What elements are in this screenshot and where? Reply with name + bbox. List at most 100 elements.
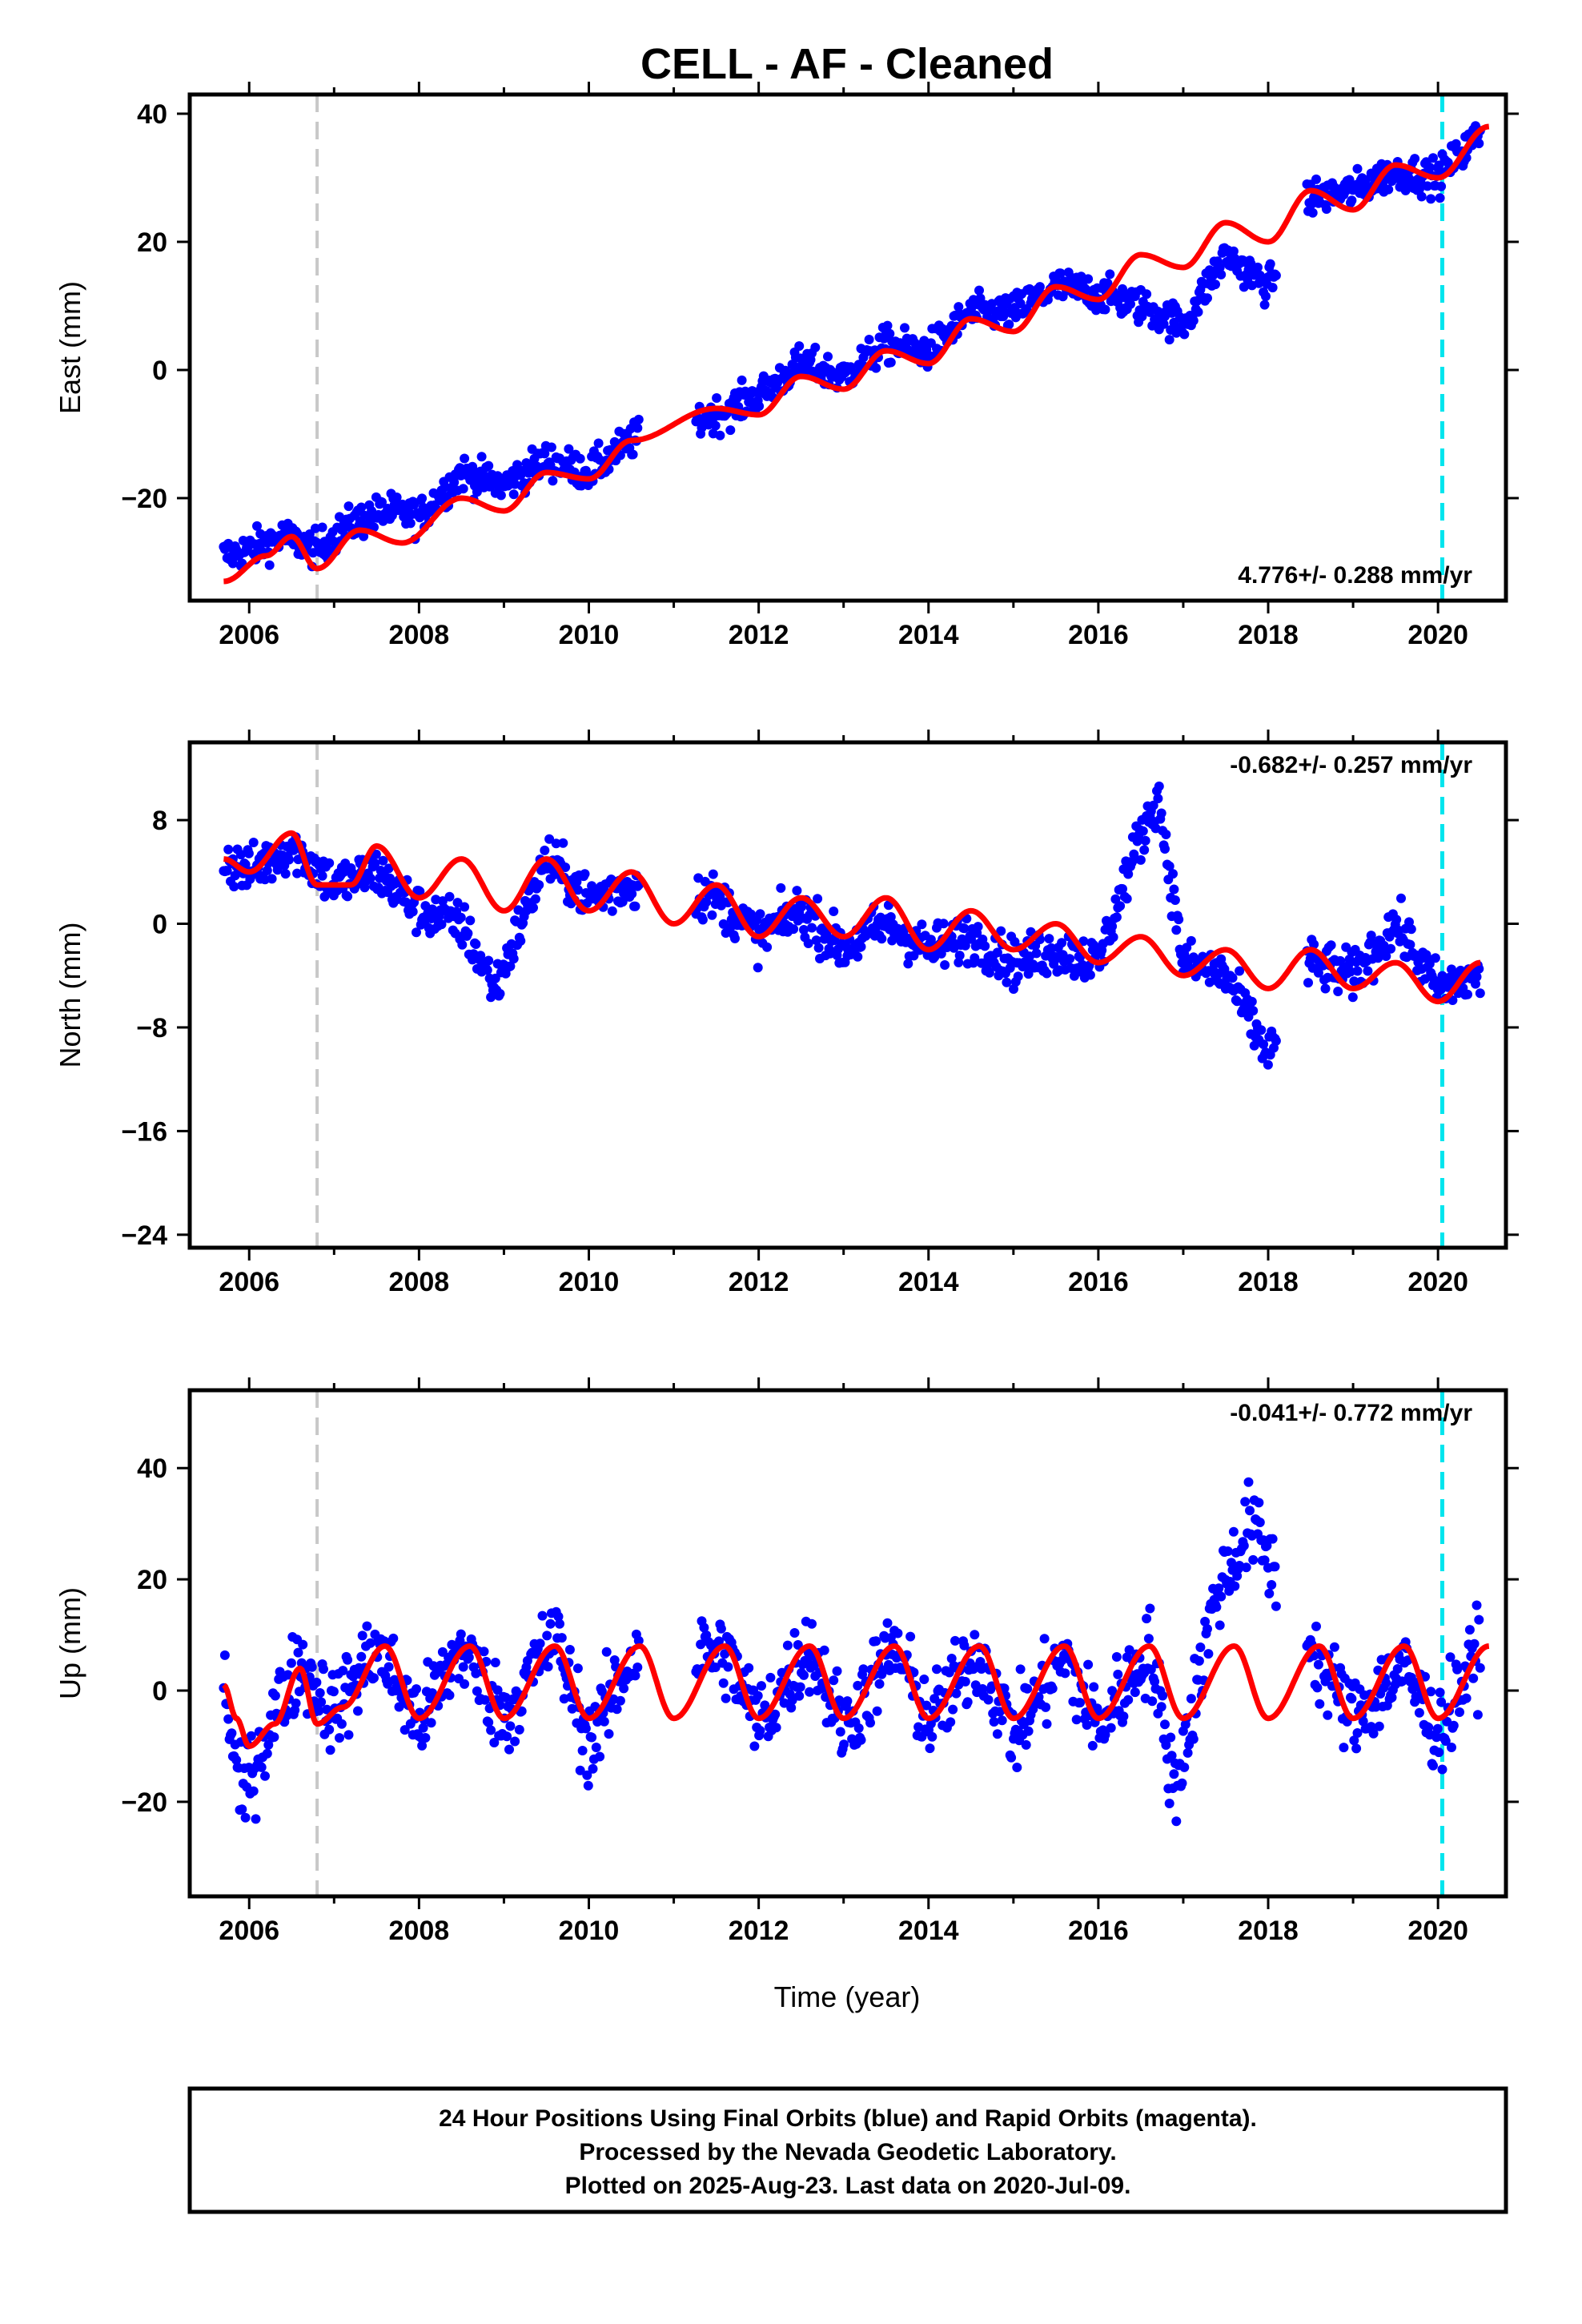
data-point	[264, 560, 275, 570]
data-point	[973, 922, 983, 932]
data-point	[420, 1733, 431, 1743]
data-point	[996, 926, 1006, 936]
data-point	[1374, 1721, 1384, 1731]
data-point	[417, 493, 428, 504]
data-point	[540, 845, 550, 855]
data-point	[316, 1697, 327, 1707]
data-point	[545, 1618, 556, 1629]
data-point	[1186, 935, 1196, 946]
data-point	[932, 1664, 942, 1675]
data-point	[599, 1716, 609, 1727]
data-point	[959, 1640, 970, 1651]
data-point	[591, 1743, 601, 1752]
footer-box	[187, 2086, 1508, 2214]
data-point	[813, 894, 823, 904]
data-point	[1111, 912, 1122, 923]
data-point	[1405, 939, 1415, 950]
data-point	[418, 1723, 428, 1733]
data-point	[1138, 826, 1148, 836]
data-point	[280, 869, 291, 879]
data-point	[577, 1746, 588, 1755]
data-point	[219, 1650, 230, 1660]
data-point	[905, 1631, 916, 1642]
data-point	[377, 497, 387, 507]
data-point	[365, 1638, 375, 1648]
data-point	[1241, 1562, 1251, 1573]
data-point	[1107, 1686, 1118, 1696]
data-point	[779, 1698, 789, 1708]
north-y-tick-label: −16	[121, 1116, 167, 1147]
data-point	[1215, 1620, 1225, 1630]
data-point	[1471, 979, 1480, 989]
up-x-tick-label: 2006	[219, 1916, 279, 1946]
data-point	[1423, 1723, 1434, 1733]
north-y-tick-label: −8	[136, 1013, 167, 1043]
data-point	[921, 1700, 932, 1711]
data-point	[1381, 1678, 1391, 1688]
data-point	[1118, 1711, 1129, 1722]
data-point	[284, 854, 294, 865]
data-point	[885, 357, 896, 368]
data-point	[256, 1762, 267, 1772]
data-point	[765, 1672, 776, 1683]
data-point	[1267, 1534, 1278, 1544]
data-point	[974, 285, 984, 296]
data-point	[1472, 1710, 1483, 1720]
data-point	[1315, 1699, 1325, 1709]
data-point	[954, 302, 964, 312]
data-point	[718, 1678, 729, 1688]
data-point	[1150, 1676, 1160, 1687]
east-y-tick-label: −20	[121, 484, 167, 514]
data-point	[619, 1683, 629, 1694]
data-point	[243, 848, 254, 858]
data-point	[492, 1685, 503, 1695]
data-point	[1060, 1668, 1070, 1679]
data-point	[1083, 274, 1094, 284]
data-point	[490, 1658, 500, 1667]
data-point	[572, 885, 583, 895]
data-point	[272, 865, 283, 875]
data-point	[1148, 800, 1158, 810]
data-point	[882, 1618, 893, 1628]
data-point	[789, 1628, 800, 1638]
data-point	[486, 1725, 496, 1735]
data-point	[1075, 1698, 1085, 1708]
data-point	[558, 838, 568, 848]
data-point	[1265, 259, 1275, 269]
data-point	[940, 960, 950, 970]
north-x-tick-label: 2020	[1407, 1267, 1468, 1297]
data-point	[829, 907, 839, 916]
data-point	[400, 1725, 410, 1735]
data-point	[1118, 884, 1127, 894]
up-rate-label: -0.041+/- 0.772 mm/yr	[1230, 1400, 1472, 1426]
data-point	[1451, 139, 1461, 149]
data-point	[436, 919, 447, 930]
data-point	[471, 939, 481, 949]
data-point	[946, 1654, 957, 1663]
data-point	[308, 548, 319, 558]
data-point	[853, 951, 863, 962]
north-x-ticks	[247, 730, 1439, 1261]
data-point	[633, 1635, 644, 1646]
data-point	[1267, 283, 1278, 293]
north-x-tick-label: 2014	[898, 1267, 959, 1297]
data-point	[353, 1706, 363, 1716]
data-point	[872, 1706, 882, 1716]
data-point	[1239, 1541, 1249, 1551]
data-point	[1179, 1762, 1190, 1772]
data-point	[1160, 1719, 1170, 1730]
data-point	[938, 919, 949, 929]
east-plot-frame	[187, 92, 1508, 603]
data-point	[835, 1727, 845, 1737]
data-point	[365, 873, 375, 883]
data-point	[1352, 966, 1363, 976]
data-point	[715, 430, 725, 440]
data-point	[927, 1731, 938, 1742]
data-point	[1303, 978, 1313, 988]
data-point	[615, 1695, 625, 1706]
data-point	[240, 1812, 251, 1823]
data-point	[1472, 971, 1482, 982]
data-point	[1214, 1583, 1224, 1594]
data-point	[1142, 289, 1152, 300]
data-point	[472, 487, 482, 497]
